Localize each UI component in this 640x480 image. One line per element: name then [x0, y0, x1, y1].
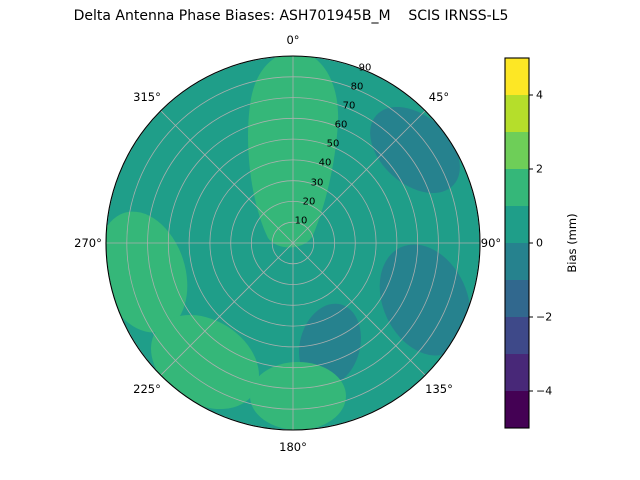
angular-gridline — [160, 110, 294, 244]
polar-axes-outline — [105, 55, 481, 431]
angular-tick-225: 225° — [133, 382, 161, 396]
colorbar-band-5 — [505, 206, 529, 243]
contour-dark-region — [379, 244, 471, 356]
chart-title: Delta Antenna Phase Biases: ASH701945B_M… — [74, 8, 509, 24]
colorbar-band-2 — [505, 317, 529, 354]
radial-tick-70: 70 — [343, 101, 356, 112]
angular-tick-90: 90° — [481, 236, 501, 250]
angular-tick-labels: 0° 45° 90° 135° 180° 225° 270° 315° — [74, 33, 501, 454]
angular-tick-270: 270° — [74, 236, 102, 250]
radial-tick-90: 90 — [359, 63, 372, 74]
radial-tick-60: 60 — [335, 120, 348, 131]
radial-tick-labels: 10 20 30 40 50 60 70 80 90 — [295, 63, 372, 227]
angular-tick-135: 135° — [425, 382, 453, 396]
radial-tick-50: 50 — [327, 139, 340, 150]
angular-gridline — [160, 242, 294, 376]
radial-tick-40: 40 — [319, 158, 332, 169]
radial-tick-80: 80 — [351, 82, 364, 93]
colorbar-band-1 — [505, 354, 529, 391]
angular-tick-180: 180° — [279, 440, 307, 454]
colorbar-axis-label: Bias (mm) — [565, 213, 579, 272]
colorbar-band-3 — [505, 280, 529, 317]
radial-tick-10: 10 — [295, 216, 308, 227]
angular-tick-315: 315° — [133, 90, 161, 104]
colorbar-band-7 — [505, 132, 529, 169]
colorbar-tick-0: 0 — [536, 237, 543, 250]
angular-tick-45: 45° — [429, 90, 449, 104]
colorbar-tick-m2: −2 — [536, 311, 552, 324]
angular-gridline — [292, 110, 426, 244]
angular-gridlines — [106, 56, 480, 430]
colorbar-band-6 — [505, 169, 529, 206]
angular-tick-0: 0° — [286, 33, 299, 47]
colorbar-band-8 — [505, 95, 529, 132]
colorbar-band-4 — [505, 243, 529, 280]
radial-tick-20: 20 — [303, 197, 316, 208]
contour-dark-region — [370, 106, 460, 194]
colorbar: 4 2 0 −2 −4 Bias (mm) — [504, 57, 579, 429]
contour-green-region — [151, 314, 259, 410]
colorbar-tick-m4: −4 — [536, 385, 552, 398]
colorbar-tick-4: 4 — [536, 89, 543, 102]
contour-green-region — [250, 362, 346, 430]
colorbar-tick-2: 2 — [536, 163, 543, 176]
radial-tick-30: 30 — [311, 178, 324, 189]
contour-green-region — [106, 211, 188, 333]
colorbar-band-9 — [505, 58, 529, 95]
colorbar-band-0 — [505, 391, 529, 428]
angular-gridline — [292, 242, 426, 376]
